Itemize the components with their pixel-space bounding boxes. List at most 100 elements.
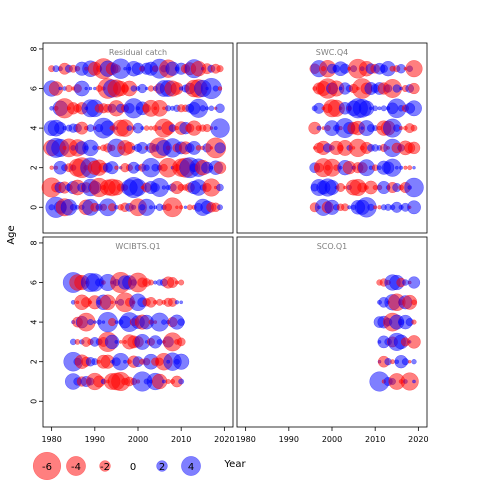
legend-entry: 2: [156, 460, 168, 473]
x-tick-label: 2020: [408, 435, 428, 444]
legend-label: 2: [159, 462, 165, 473]
residual-bubble: [411, 359, 417, 365]
y-axis: 0 2 4 6 8: [30, 46, 43, 210]
residual-bubble: [400, 372, 419, 391]
residual-bubble: [411, 319, 417, 325]
residual-bubble: [213, 161, 227, 174]
residual-bubble: [210, 118, 230, 138]
residual-bubble: [199, 105, 206, 112]
panel-bubbles: [369, 274, 421, 392]
x-tick-label: 2010: [365, 435, 385, 444]
residual-bubble: [407, 200, 421, 215]
x-tick-label: 2000: [322, 435, 342, 444]
residual-bubble: [110, 300, 114, 304]
residual-bubble: [174, 280, 179, 285]
residual-bubble: [162, 106, 166, 111]
y-tick-label: 0: [30, 205, 39, 210]
residual-bubble: [401, 358, 409, 366]
residual-bubble: [399, 165, 404, 170]
residual-bubble: [175, 205, 179, 210]
panel-frame: [236, 42, 428, 234]
residual-bubble: [404, 177, 424, 198]
residual-bubble: [403, 165, 408, 170]
residual-bubble: [148, 205, 153, 210]
residual-bubble: [373, 205, 378, 210]
residual-bubble: [408, 360, 412, 364]
residual-bubble: [402, 279, 409, 286]
panel-title: SWC.Q4: [316, 48, 349, 57]
panel-bubbles: [308, 58, 424, 218]
residual-bubble: [208, 105, 215, 112]
residual-bubble: [179, 205, 184, 210]
legend-entry: -4: [66, 456, 86, 476]
residual-bubble: [390, 359, 395, 365]
y-tick-label: 8: [30, 240, 39, 245]
residual-bubble: [144, 86, 149, 91]
legend-label: -2: [100, 462, 110, 473]
residual-bubble: [174, 300, 179, 305]
x-tick-label: 1980: [235, 435, 255, 444]
residual-bubble: [412, 165, 416, 170]
panel-frame: [236, 236, 428, 428]
residual-bubble: [214, 142, 226, 154]
residual-bubble: [205, 106, 210, 111]
residual-bubble: [212, 85, 219, 92]
residual-bubble: [316, 125, 322, 131]
panel-title: SCO.Q1: [317, 242, 348, 251]
residual-bubble: [123, 359, 127, 364]
residual-bubble: [215, 103, 225, 114]
panel-bubbles: [41, 58, 230, 218]
panels-layer: Residual catch SWC.Q4 WCIBTS.Q1 SCO.Q1: [41, 42, 428, 428]
residual-bubble: [148, 279, 154, 286]
panel-title: WCIBTS.Q1: [115, 242, 160, 251]
residual-bubble: [383, 158, 402, 177]
y-tick-label: 2: [30, 359, 39, 364]
residual-bubble: [126, 125, 133, 131]
y-axis: 0 2 4 6 8: [30, 240, 43, 404]
residual-bubble: [176, 337, 186, 347]
residual-bubble: [118, 340, 123, 344]
residual-bubble: [165, 379, 171, 385]
residual-bubble: [407, 276, 421, 289]
legend-bubble: [181, 456, 201, 476]
residual-bubble: [402, 294, 418, 310]
y-tick-label: 4: [30, 126, 39, 131]
residual-bubble: [156, 338, 163, 345]
residual-bubble: [49, 165, 54, 170]
legend-entry: 4: [181, 456, 201, 476]
y-tick-label: 0: [30, 399, 39, 404]
y-tick-label: 6: [30, 280, 39, 285]
residual-bubble: [173, 353, 190, 370]
legend-label: -6: [42, 462, 52, 473]
residual-bubble: [114, 339, 119, 344]
legend-label: -4: [71, 462, 81, 473]
residual-bubble: [161, 319, 167, 325]
residual-bubble: [217, 204, 223, 211]
x-tick-label: 2020: [214, 435, 234, 444]
residual-bubble: [406, 100, 422, 117]
residual-bubble: [58, 86, 63, 91]
panel-title: Residual catch: [109, 48, 167, 57]
panel-2: SWC.Q4: [236, 42, 428, 234]
residual-bubble: [405, 60, 423, 78]
legend: -6 -4 -2 0 2 4: [33, 452, 201, 480]
x-tick-label: 2000: [128, 435, 148, 444]
legend-entry: -2: [99, 460, 111, 473]
y-tick-label: 2: [30, 165, 39, 170]
residual-bubble: [407, 141, 421, 155]
residual-bubble: [93, 320, 97, 324]
legend-bubble: [99, 460, 111, 472]
residual-bubble: [408, 82, 420, 95]
residual-bubble: [140, 126, 145, 131]
x-tick-label: 1980: [41, 435, 61, 444]
residual-bubble: [161, 379, 166, 384]
residual-bubble: [92, 145, 98, 151]
residual-bubble: [114, 320, 119, 324]
panel-frame: [42, 42, 234, 234]
residual-bubble: [412, 379, 416, 384]
residual-bubble: [178, 378, 185, 385]
residual-bubble: [410, 124, 418, 132]
residual-bubble: [216, 65, 224, 73]
